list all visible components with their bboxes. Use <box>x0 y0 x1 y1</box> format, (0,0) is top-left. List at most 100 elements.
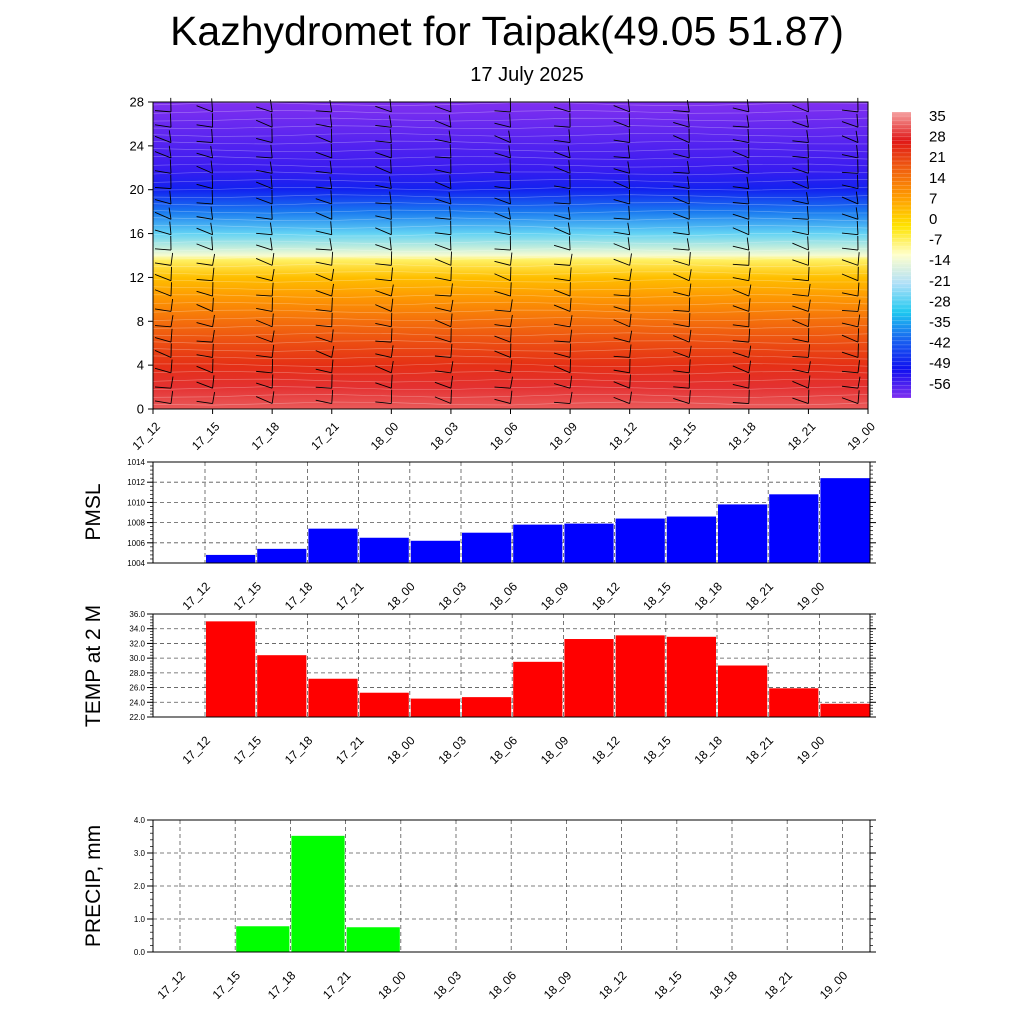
wind-barb-staff <box>271 282 274 297</box>
wind-barb <box>792 242 809 251</box>
wind-barb <box>256 156 273 159</box>
plot-frame <box>152 461 871 564</box>
wind-barb-staff <box>271 330 275 343</box>
wind-barb-staff <box>450 389 452 404</box>
wind-barb <box>434 243 452 251</box>
wind-barb-staff <box>629 313 632 327</box>
precip-bar <box>666 636 716 717</box>
wind-barb-staff <box>688 312 691 327</box>
wind-barb <box>494 290 511 297</box>
wind-barb <box>315 198 332 205</box>
wind-barb <box>673 309 690 312</box>
wind-barb-staff <box>807 266 810 281</box>
wind-barb <box>732 167 749 174</box>
wind-barb <box>841 351 859 358</box>
wind-barb <box>196 322 213 328</box>
wind-barb-staff <box>568 160 571 174</box>
wind-barb <box>494 273 511 282</box>
x-tick-label: 17_15 <box>231 733 265 767</box>
wind-barb <box>494 186 511 190</box>
wind-barb <box>434 307 452 312</box>
wind-barb-staff <box>688 345 692 358</box>
wind-barb-staff <box>627 222 631 235</box>
wind-barb <box>255 258 273 266</box>
wind-barb-staff <box>806 130 809 143</box>
wind-barb-staff <box>168 130 172 143</box>
wind-barb <box>494 260 511 266</box>
wind-barb <box>434 355 451 358</box>
x-tick-label: 17_12 <box>179 579 213 613</box>
wind-barb <box>256 138 273 144</box>
x-tick-label: 18_21 <box>743 733 777 767</box>
wind-barb <box>732 384 749 389</box>
x-tick-label: 18_06 <box>486 968 520 1002</box>
x-tick-label: 18_12 <box>589 733 623 767</box>
wind-barb-staff <box>569 190 571 204</box>
wind-barb-staff <box>390 267 393 281</box>
wind-barb <box>613 258 630 266</box>
wind-barb <box>613 369 630 374</box>
wind-barb-staff <box>390 298 394 312</box>
wind-barb <box>375 278 392 282</box>
wind-barb <box>315 151 332 159</box>
precip-bar <box>615 635 665 717</box>
wind-barb-staff <box>170 391 174 404</box>
wind-barb-staff <box>508 207 511 220</box>
wind-barb-staff <box>450 251 452 266</box>
y-axis-title: PRECIP, mm <box>82 825 105 947</box>
wind-barb-staff <box>212 314 215 327</box>
precip-bar <box>769 494 819 563</box>
wind-barb-staff <box>807 98 809 112</box>
wind-barb <box>841 309 859 312</box>
wind-barb-staff <box>170 252 174 266</box>
wind-barb <box>196 381 213 389</box>
y-axis-title: TEMP at 2 M <box>82 605 105 727</box>
wind-barb <box>494 350 511 358</box>
wind-barb-staff <box>748 267 751 281</box>
colorbar-label: -56 <box>929 376 951 393</box>
precip-bar <box>206 621 256 717</box>
wind-barb <box>732 202 749 205</box>
wind-barb <box>613 337 630 343</box>
wind-barb <box>434 277 452 282</box>
wind-barb-staff <box>331 268 335 281</box>
x-tick-label: 18_06 <box>487 419 521 453</box>
wind-barb <box>196 227 213 236</box>
y-tick-label: 1010 <box>127 498 145 507</box>
wind-barb <box>613 243 630 251</box>
wind-barb <box>554 202 571 205</box>
precip-bar <box>410 540 460 563</box>
wind-barb <box>673 323 690 328</box>
wind-barb <box>196 365 213 374</box>
colorbar-label: 28 <box>929 129 946 146</box>
wind-barb <box>375 184 392 190</box>
wind-barb-staff <box>629 374 631 389</box>
wind-barb-staff <box>688 329 692 343</box>
wind-barb <box>434 396 452 404</box>
wind-barb-staff <box>331 359 334 373</box>
precip-bar <box>564 639 614 717</box>
y-tick-label: 34.0 <box>129 625 145 634</box>
wind-barb-staff <box>688 269 692 281</box>
wind-barb <box>494 197 511 205</box>
wind-barb <box>375 125 392 128</box>
y-axis-title: PMSL <box>82 483 105 540</box>
wind-barb <box>553 244 571 251</box>
colorbar-label: 14 <box>929 170 946 187</box>
wind-barb-staff <box>510 299 513 312</box>
wind-barb-staff <box>331 329 334 343</box>
wind-barb <box>494 135 511 143</box>
wind-barb-staff <box>509 221 511 235</box>
x-tick-label: 18_18 <box>706 968 740 1002</box>
precip-bar <box>513 524 563 563</box>
wind-barb <box>256 355 273 358</box>
x-tick-label: 18_06 <box>487 579 521 613</box>
colorbar-label: -7 <box>929 232 942 249</box>
wind-barb-staff <box>271 391 275 404</box>
wind-barb-staff <box>688 283 692 297</box>
x-tick-label: 18_18 <box>691 733 725 767</box>
wind-barb <box>256 232 273 236</box>
wind-barb-staff <box>569 253 573 266</box>
wind-barb <box>494 231 511 236</box>
wind-barb-staff <box>806 192 809 205</box>
